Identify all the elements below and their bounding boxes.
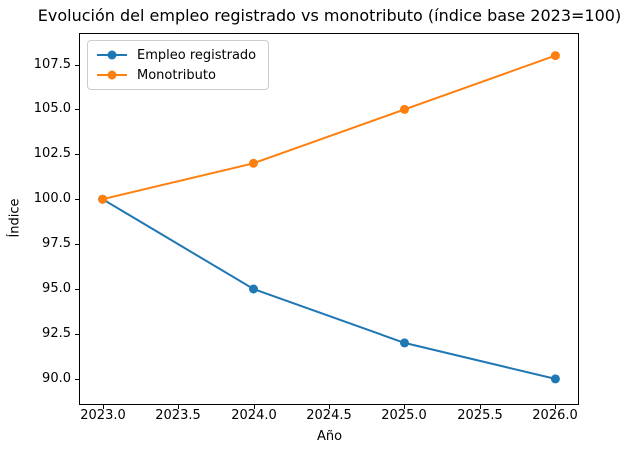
x-tick-label: 2026.0 <box>532 408 578 423</box>
legend-entry: Empleo registrado <box>96 45 256 65</box>
x-tick-label: 2025.0 <box>381 408 427 423</box>
data-point-empleo-registrado <box>249 284 258 294</box>
legend-label: Empleo registrado <box>137 47 257 63</box>
data-point-empleo-registrado <box>550 374 560 384</box>
legend-label: Monotributo <box>137 67 216 83</box>
data-point-monotributo <box>98 194 108 204</box>
data-point-empleo-registrado <box>400 338 409 348</box>
y-tick-mark <box>75 379 79 380</box>
y-tick-mark <box>75 65 79 66</box>
y-tick-label: 95.0 <box>42 281 71 296</box>
legend-line-marker-icon <box>97 50 127 60</box>
chart-canvas <box>98 51 560 384</box>
x-tick-label: 2025.5 <box>457 408 503 423</box>
series-line-monotributo <box>102 54 556 201</box>
y-tick-mark <box>75 334 79 335</box>
y-tick-mark <box>75 199 79 200</box>
chart-title: Evolución del empleo registrado vs monot… <box>37 6 622 25</box>
y-tick-label: 105.0 <box>33 101 71 116</box>
x-tick-mark <box>404 405 405 409</box>
x-axis-label: Año <box>316 429 343 444</box>
x-tick-label: 2023.5 <box>155 408 201 423</box>
legend: Empleo registrado Monotributo <box>87 40 270 90</box>
x-tick-mark <box>254 405 255 409</box>
series-line-empleo-registrado <box>102 198 556 380</box>
x-tick-label: 2024.5 <box>306 408 352 423</box>
x-tick-label: 2024.0 <box>231 408 277 423</box>
y-tick-label: 107.5 <box>33 57 71 72</box>
legend-line-marker-icon <box>97 70 127 80</box>
y-tick-label: 102.5 <box>33 146 71 161</box>
x-tick-mark <box>555 405 556 409</box>
y-tick-mark <box>75 244 79 245</box>
y-tick-mark <box>75 109 79 110</box>
y-tick-label: 92.5 <box>42 326 71 341</box>
y-tick-label: 100.0 <box>33 191 71 206</box>
x-tick-mark <box>480 405 481 409</box>
y-tick-mark <box>75 154 79 155</box>
data-point-monotributo <box>249 158 258 168</box>
data-point-monotributo <box>400 104 409 114</box>
data-point-monotributo <box>550 51 560 61</box>
y-tick-label: 90.0 <box>42 371 71 386</box>
plot-area: Empleo registrado Monotributo <box>79 33 579 405</box>
x-tick-mark <box>103 405 104 409</box>
y-tick-mark <box>75 289 79 290</box>
x-tick-label: 2023.0 <box>80 408 126 423</box>
x-tick-mark <box>329 405 330 409</box>
y-tick-label: 97.5 <box>42 236 71 251</box>
x-tick-mark <box>178 405 179 409</box>
legend-entry: Monotributo <box>96 65 256 85</box>
